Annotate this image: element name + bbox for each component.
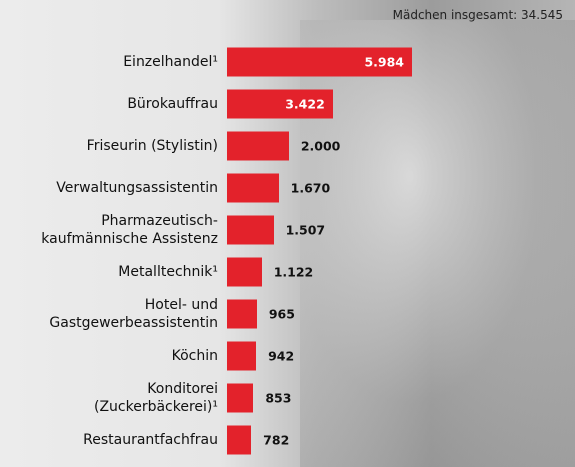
- background-photo: [300, 20, 575, 467]
- category-label: Verwaltungsassistentin: [3, 179, 218, 197]
- bar: [227, 300, 257, 329]
- value-label: 965: [269, 307, 295, 322]
- bar: [227, 384, 253, 413]
- value-label: 1.670: [291, 181, 331, 196]
- category-label: Metalltechnik¹: [3, 263, 218, 281]
- chart: Mädchen insgesamt: 34.545 Einzelhandel¹ 5…: [0, 0, 575, 467]
- value-label: 782: [263, 433, 289, 448]
- bar: [227, 216, 274, 245]
- category-label: Einzelhandel¹: [3, 53, 218, 71]
- category-label: Köchin: [3, 347, 218, 365]
- chart-subtitle: Mädchen insgesamt: 34.545: [393, 8, 563, 22]
- value-label: 1.122: [274, 265, 314, 280]
- category-label: Hotel- und Gastgewerbeassistentin: [3, 296, 218, 332]
- value-label: 3.422: [273, 97, 325, 112]
- value-label: 2.000: [301, 139, 341, 154]
- value-label: 942: [268, 349, 294, 364]
- bar: [227, 174, 279, 203]
- bar: [227, 258, 262, 287]
- bar: [227, 342, 256, 371]
- bar: [227, 132, 289, 161]
- category-label: Friseurin (Stylistin): [3, 137, 218, 155]
- category-label: Pharmazeutisch- kaufmännische Assistenz: [3, 212, 218, 248]
- value-label: 5.984: [352, 55, 404, 70]
- value-label: 853: [265, 391, 291, 406]
- category-label: Restaurantfachfrau: [3, 431, 218, 449]
- category-label: Bürokauffrau: [3, 95, 218, 113]
- bar: [227, 426, 251, 455]
- value-label: 1.507: [286, 223, 326, 238]
- category-label: Konditorei (Zuckerbäckerei)¹: [3, 380, 218, 416]
